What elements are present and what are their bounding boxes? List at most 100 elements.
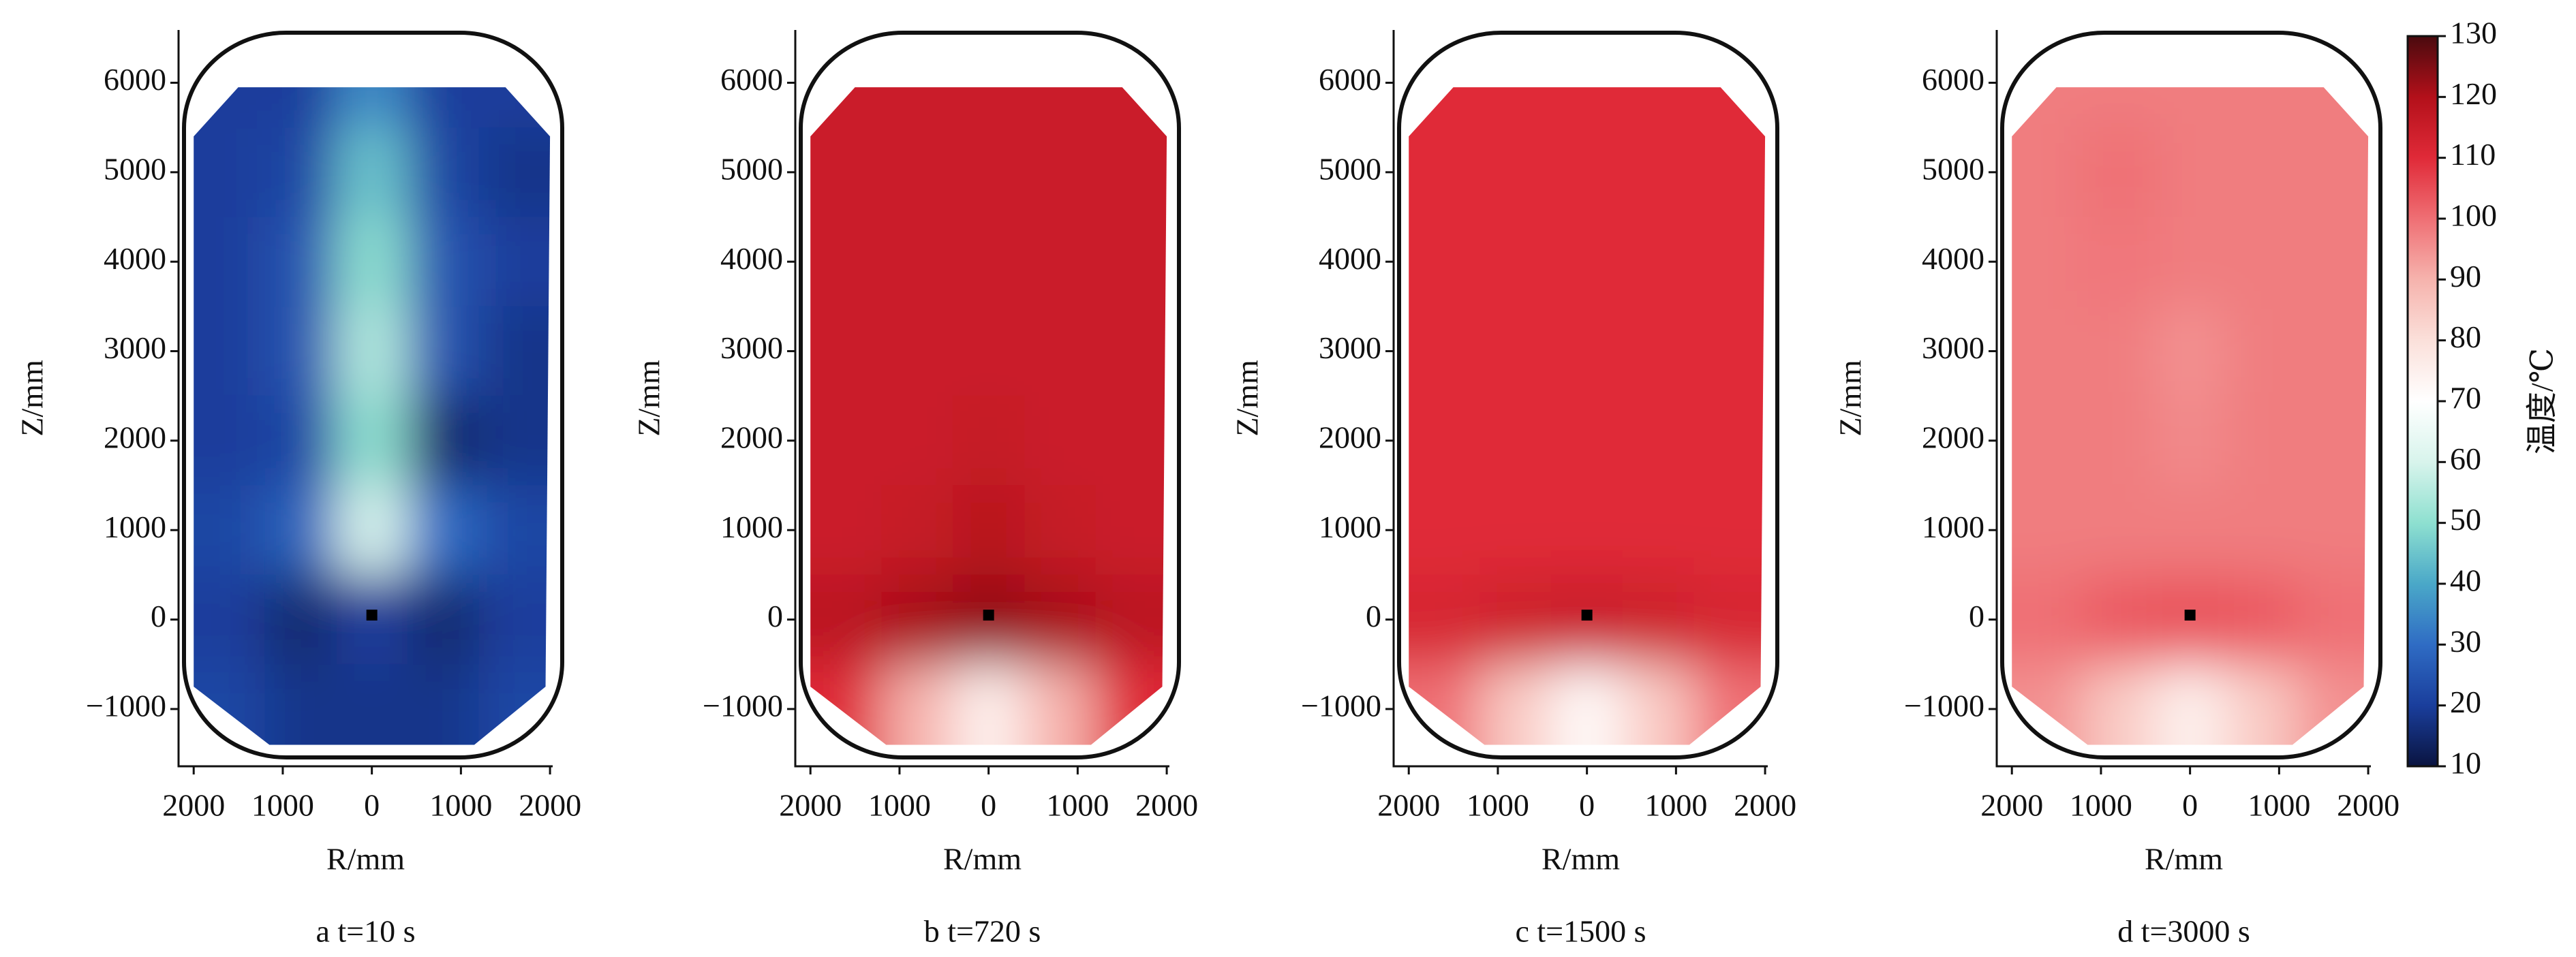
heat-cell bbox=[2225, 664, 2297, 745]
y-axis-label: Z/mm bbox=[1230, 360, 1265, 437]
heat-cell bbox=[881, 664, 953, 745]
axes bbox=[177, 30, 553, 768]
colorbar-tick-label: 30 bbox=[2450, 624, 2481, 659]
heat-cell bbox=[2154, 217, 2226, 307]
heat-cell bbox=[1409, 485, 1480, 575]
x-tick-label: 2000 bbox=[1980, 788, 2043, 823]
heat-cell bbox=[1024, 664, 1096, 745]
y-tick-label: 0 bbox=[767, 599, 783, 633]
y-tick-label: −1000 bbox=[1301, 688, 1381, 723]
heat-cell bbox=[407, 87, 479, 128]
x-tick-label: 1000 bbox=[429, 788, 492, 823]
x-tick-label: 1000 bbox=[868, 788, 931, 823]
heat-cell bbox=[1479, 574, 1552, 665]
sensor-marker bbox=[1581, 610, 1593, 621]
heat-cell bbox=[881, 217, 953, 307]
heat-cell bbox=[1409, 306, 1480, 396]
heat-cell bbox=[194, 306, 265, 396]
heat-cell bbox=[953, 87, 1024, 128]
heat-cell bbox=[264, 217, 337, 307]
x-tick-label: 1000 bbox=[2070, 788, 2132, 823]
heat-cell bbox=[336, 306, 408, 396]
sensor-marker bbox=[366, 610, 378, 621]
x-tick-label: 1000 bbox=[2248, 788, 2310, 823]
y-tick-label: 4000 bbox=[104, 241, 166, 276]
heat-cell bbox=[2225, 306, 2297, 396]
y-axis-label: Z/mm bbox=[1833, 360, 1868, 437]
x-tick-label: 2000 bbox=[2337, 788, 2399, 823]
caption: d t=3000 s bbox=[2117, 914, 2250, 949]
heat-cell bbox=[264, 306, 337, 396]
field bbox=[2012, 87, 2369, 745]
heat-cell bbox=[1622, 306, 1694, 396]
heat-cell bbox=[1024, 87, 1096, 128]
heat-cell bbox=[264, 127, 337, 217]
y-tick-label: 3000 bbox=[104, 330, 166, 365]
y-tick-label: 0 bbox=[151, 599, 166, 633]
heat-cell bbox=[1024, 217, 1096, 307]
heat-cell bbox=[194, 217, 265, 307]
y-tick-label: 6000 bbox=[720, 62, 783, 97]
heat-cell bbox=[2083, 306, 2155, 396]
heat-cell bbox=[2083, 396, 2155, 486]
heat-cell bbox=[264, 87, 337, 128]
heat-cell bbox=[1693, 127, 1766, 217]
heat-cell bbox=[2297, 217, 2369, 307]
colorbar-tick-label: 60 bbox=[2450, 441, 2481, 476]
y-tick-label: 5000 bbox=[1922, 151, 1984, 186]
heat-cell bbox=[953, 127, 1024, 217]
caption: b t=720 s bbox=[924, 914, 1041, 949]
heat-cell bbox=[1479, 127, 1552, 217]
heat-cell bbox=[336, 127, 408, 217]
heat-cell bbox=[336, 485, 408, 575]
heat-cell bbox=[194, 574, 265, 665]
heat-cell bbox=[1693, 217, 1766, 307]
y-tick-label: 4000 bbox=[1922, 241, 1984, 276]
heat-cell bbox=[407, 396, 479, 486]
colorbar-tick-label: 110 bbox=[2450, 137, 2496, 172]
heat-cell bbox=[1095, 574, 1167, 665]
vessel-outline bbox=[2000, 31, 2382, 759]
heat-cell bbox=[810, 217, 882, 307]
heat-cell bbox=[881, 485, 953, 575]
heat-cell bbox=[1024, 485, 1096, 575]
y-tick-label: 5000 bbox=[1319, 151, 1381, 186]
heat-cell bbox=[2154, 127, 2226, 217]
heat-cell bbox=[1095, 485, 1167, 575]
y-tick-label: 1000 bbox=[104, 509, 166, 544]
colorbar-tick-label: 50 bbox=[2450, 502, 2481, 537]
colorbar-tick-label: 80 bbox=[2450, 319, 2481, 354]
heat-cell bbox=[1024, 396, 1096, 486]
heat-cell bbox=[2225, 127, 2297, 217]
x-tick-label: 2000 bbox=[162, 788, 225, 823]
field-cells bbox=[194, 87, 551, 745]
axes bbox=[794, 30, 1169, 768]
y-tick-label: 1000 bbox=[1922, 509, 1984, 544]
sensor-marker bbox=[2184, 610, 2196, 621]
colorbar-tick-label: 70 bbox=[2450, 381, 2481, 415]
heat-cell bbox=[2154, 664, 2226, 745]
y-axis-label: Z/mm bbox=[15, 360, 50, 437]
heat-cell bbox=[810, 306, 882, 396]
x-tick-label: 1000 bbox=[1467, 788, 1529, 823]
colorbar-tick-label: 20 bbox=[2450, 685, 2481, 719]
heat-cell bbox=[1551, 306, 1623, 396]
heat-cell bbox=[407, 664, 479, 745]
heat-cell bbox=[953, 396, 1024, 486]
vessel-outline bbox=[182, 31, 564, 759]
heat-cell bbox=[1479, 396, 1552, 486]
heat-cell bbox=[1479, 87, 1552, 128]
heat-cell bbox=[478, 306, 551, 396]
heat-cell bbox=[478, 485, 551, 575]
heat-cell bbox=[194, 396, 265, 486]
heat-cell bbox=[2154, 485, 2226, 575]
y-tick-label: −1000 bbox=[703, 688, 783, 723]
heat-cell bbox=[478, 217, 551, 307]
heat-cell bbox=[1551, 217, 1623, 307]
heat-cell bbox=[2225, 396, 2297, 486]
heat-cell bbox=[2012, 217, 2083, 307]
x-tick-label: 2000 bbox=[1135, 788, 1198, 823]
x-tick-label: 1000 bbox=[251, 788, 314, 823]
y-tick-label: 5000 bbox=[104, 151, 166, 186]
heat-cell bbox=[1551, 485, 1623, 575]
